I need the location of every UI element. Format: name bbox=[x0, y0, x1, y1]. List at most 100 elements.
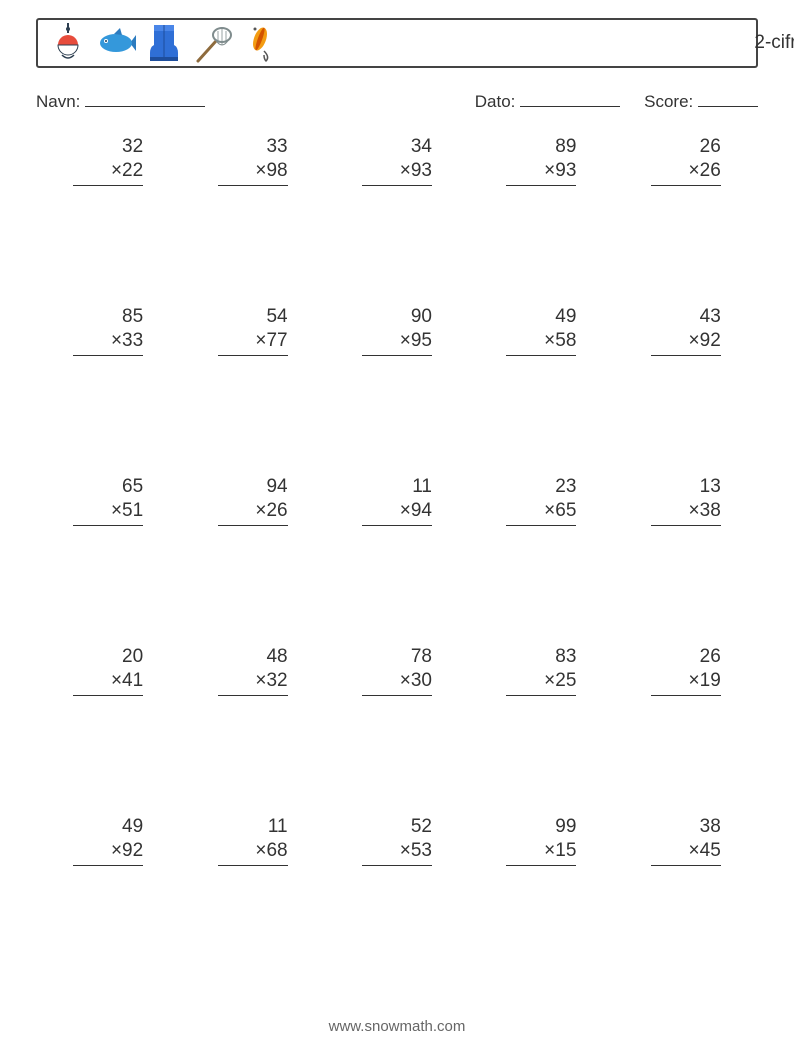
lure-icon bbox=[240, 21, 280, 65]
multiplicand: 11 bbox=[362, 475, 432, 499]
operator: × bbox=[544, 500, 555, 521]
operator: × bbox=[689, 160, 700, 181]
name-field: Navn: bbox=[36, 88, 475, 112]
multiplicand: 49 bbox=[73, 815, 143, 839]
operator: × bbox=[689, 670, 700, 691]
boot-icon bbox=[144, 21, 184, 65]
name-label: Navn: bbox=[36, 92, 80, 111]
date-label: Dato: bbox=[475, 92, 516, 111]
operator: × bbox=[111, 160, 122, 181]
problem: 52×53 bbox=[362, 815, 432, 866]
multiplier: 98 bbox=[266, 160, 287, 181]
operator: × bbox=[544, 670, 555, 691]
multiplier-row: ×68 bbox=[218, 839, 288, 866]
multiplicand: 13 bbox=[651, 475, 721, 499]
multiplier: 95 bbox=[411, 330, 432, 351]
multiplier-row: ×45 bbox=[651, 839, 721, 866]
operator: × bbox=[544, 330, 555, 351]
problem: 99×15 bbox=[506, 815, 576, 866]
operator: × bbox=[111, 840, 122, 861]
multiplier-row: ×25 bbox=[506, 669, 576, 696]
operator: × bbox=[255, 500, 266, 521]
problem: 38×45 bbox=[651, 815, 721, 866]
multiplier: 33 bbox=[122, 330, 143, 351]
operator: × bbox=[400, 330, 411, 351]
date-blank[interactable] bbox=[520, 88, 620, 107]
multiplicand: 34 bbox=[362, 135, 432, 159]
multiplier-row: ×19 bbox=[651, 669, 721, 696]
multiplier-row: ×95 bbox=[362, 329, 432, 356]
footer-url: www.snowmath.com bbox=[0, 1018, 794, 1035]
multiplier: 26 bbox=[700, 160, 721, 181]
header-box: 2-cifret multiplikation bbox=[36, 18, 758, 68]
multiplier-row: ×30 bbox=[362, 669, 432, 696]
net-icon bbox=[192, 21, 232, 65]
operator: × bbox=[544, 840, 555, 861]
multiplicand: 20 bbox=[73, 645, 143, 669]
multiplier-row: ×65 bbox=[506, 499, 576, 526]
multiplier-row: ×94 bbox=[362, 499, 432, 526]
score-label: Score: bbox=[644, 92, 693, 111]
operator: × bbox=[111, 500, 122, 521]
operator: × bbox=[255, 840, 266, 861]
multiplier-row: ×15 bbox=[506, 839, 576, 866]
multiplier-row: ×92 bbox=[73, 839, 143, 866]
problem: 26×26 bbox=[651, 135, 721, 186]
multiplier: 26 bbox=[266, 500, 287, 521]
problem: 34×93 bbox=[362, 135, 432, 186]
multiplicand: 78 bbox=[362, 645, 432, 669]
problem: 49×92 bbox=[73, 815, 143, 866]
operator: × bbox=[544, 160, 555, 181]
multiplicand: 89 bbox=[506, 135, 576, 159]
multiplier-row: ×51 bbox=[73, 499, 143, 526]
multiplier: 15 bbox=[555, 840, 576, 861]
operator: × bbox=[255, 670, 266, 691]
multiplier: 92 bbox=[122, 840, 143, 861]
problem: 43×92 bbox=[651, 305, 721, 356]
multiplicand: 26 bbox=[651, 135, 721, 159]
operator: × bbox=[400, 500, 411, 521]
multiplicand: 11 bbox=[218, 815, 288, 839]
multiplicand: 43 bbox=[651, 305, 721, 329]
multiplier: 77 bbox=[266, 330, 287, 351]
multiplier-row: ×93 bbox=[506, 159, 576, 186]
multiplier: 68 bbox=[266, 840, 287, 861]
multiplicand: 99 bbox=[506, 815, 576, 839]
name-blank[interactable] bbox=[85, 88, 205, 107]
multiplier: 53 bbox=[411, 840, 432, 861]
problem: 20×41 bbox=[73, 645, 143, 696]
multiplier-row: ×33 bbox=[73, 329, 143, 356]
operator: × bbox=[111, 670, 122, 691]
problem: 94×26 bbox=[218, 475, 288, 526]
problems-grid: 32×2233×9834×9389×9326×2685×3354×7790×95… bbox=[36, 135, 758, 985]
multiplicand: 49 bbox=[506, 305, 576, 329]
operator: × bbox=[400, 160, 411, 181]
multiplier-row: ×41 bbox=[73, 669, 143, 696]
operator: × bbox=[689, 840, 700, 861]
fish-icon bbox=[96, 21, 136, 65]
problem: 32×22 bbox=[73, 135, 143, 186]
operator: × bbox=[400, 840, 411, 861]
multiplicand: 32 bbox=[73, 135, 143, 159]
score-blank[interactable] bbox=[698, 88, 758, 107]
multiplier-row: ×92 bbox=[651, 329, 721, 356]
multiplier: 32 bbox=[266, 670, 287, 691]
operator: × bbox=[255, 160, 266, 181]
multiplier: 25 bbox=[555, 670, 576, 691]
multiplicand: 48 bbox=[218, 645, 288, 669]
problem: 49×58 bbox=[506, 305, 576, 356]
multiplier: 92 bbox=[700, 330, 721, 351]
multiplicand: 90 bbox=[362, 305, 432, 329]
multiplicand: 54 bbox=[218, 305, 288, 329]
operator: × bbox=[689, 500, 700, 521]
problem: 11×68 bbox=[218, 815, 288, 866]
problem: 85×33 bbox=[73, 305, 143, 356]
multiplier: 38 bbox=[700, 500, 721, 521]
multiplicand: 23 bbox=[506, 475, 576, 499]
operator: × bbox=[255, 330, 266, 351]
multiplier-row: ×26 bbox=[218, 499, 288, 526]
worksheet-title-wrap: 2-cifret multiplikation bbox=[397, 32, 794, 54]
problem: 78×30 bbox=[362, 645, 432, 696]
multiplier-row: ×32 bbox=[218, 669, 288, 696]
problem: 54×77 bbox=[218, 305, 288, 356]
